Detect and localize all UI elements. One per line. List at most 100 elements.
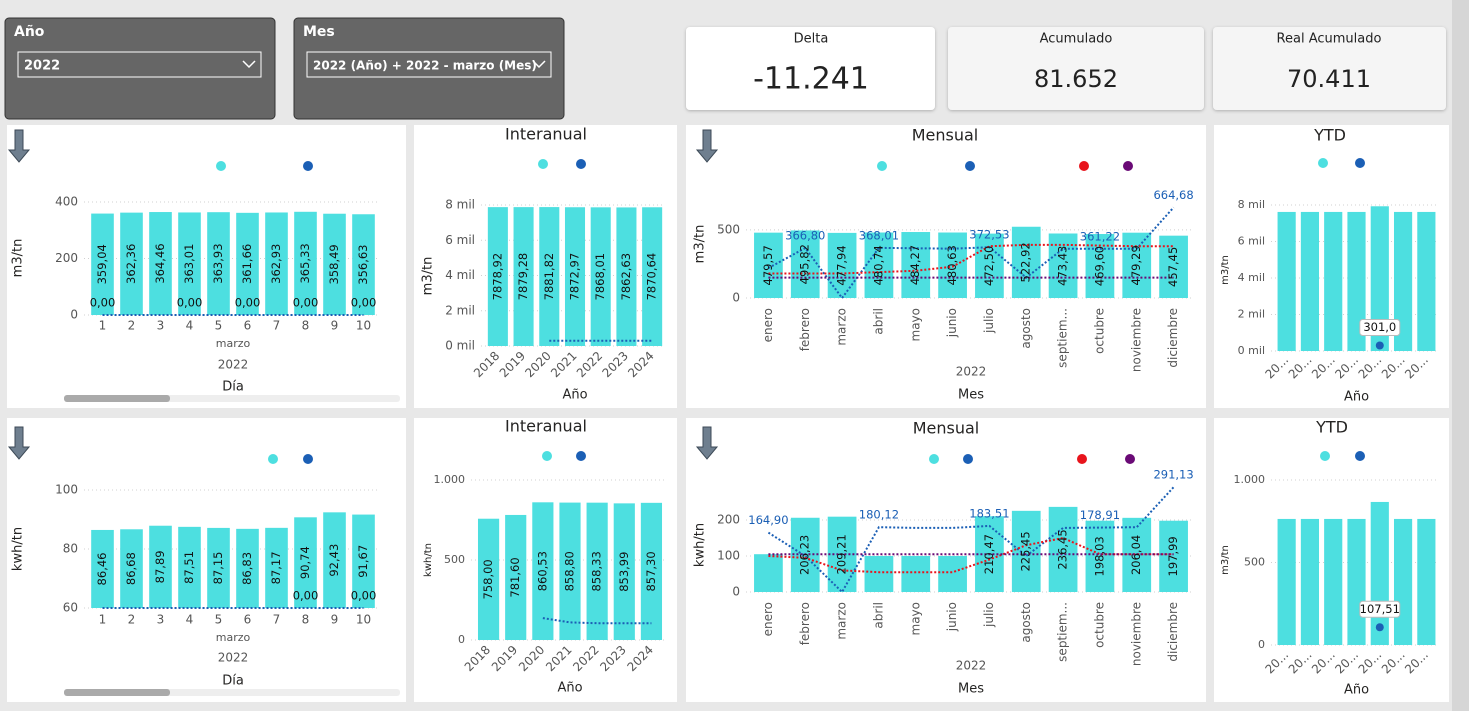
filter-year[interactable]: Año 2022	[4, 17, 276, 120]
bar	[1347, 211, 1366, 351]
data-label: 372,53	[969, 228, 1009, 242]
chart-title: Mensual	[913, 419, 980, 438]
point	[1375, 341, 1384, 350]
scrollbar-thumb[interactable]	[64, 689, 170, 696]
data-label: 857,30	[644, 551, 658, 591]
data-label: 86,83	[240, 552, 254, 585]
legend-marker	[877, 161, 887, 171]
bar	[294, 211, 317, 315]
bar	[477, 518, 500, 640]
x-tick-label: febrero	[798, 602, 812, 645]
y-tick-label: 2 mil	[445, 303, 475, 317]
data-label: 87,51	[182, 551, 196, 584]
data-label: 206,04	[1129, 535, 1143, 575]
bar	[236, 528, 259, 608]
y-tick-label: 200	[55, 251, 78, 265]
x-tick-label: agosto	[1019, 308, 1033, 349]
x-tick-label: 8	[302, 613, 310, 627]
data-label-box	[1359, 600, 1401, 618]
panel	[7, 125, 406, 408]
bar	[207, 212, 230, 315]
dropdown[interactable]	[17, 51, 262, 78]
x-tick-label: 10	[356, 319, 371, 333]
x-tick-label: 4	[186, 613, 194, 627]
card-value: 70.411	[1287, 65, 1371, 93]
filter-label: Año	[14, 24, 45, 40]
legend-marker	[576, 451, 586, 461]
x-tick-label: julio	[982, 308, 996, 334]
data-label: 365,33	[298, 243, 312, 283]
data-label: 0,00	[90, 296, 116, 310]
y-tick-label: 1.000	[434, 473, 466, 486]
data-label: 473,43	[1056, 246, 1070, 286]
bar	[613, 503, 635, 640]
data-label: 362,36	[124, 244, 138, 284]
data-label: 363,01	[182, 244, 196, 284]
legend-marker	[965, 161, 975, 171]
data-label: 664,68	[1153, 188, 1193, 202]
data-label: 362,93	[269, 244, 283, 284]
data-label: 7879,28	[516, 253, 530, 301]
legend-marker	[268, 454, 278, 464]
legend-marker	[303, 161, 313, 171]
x-tick-label: noviembre	[1129, 308, 1143, 372]
data-label: 291,13	[1153, 468, 1193, 482]
bar	[590, 207, 611, 346]
drill-arrow[interactable]	[695, 129, 719, 163]
bar	[754, 554, 783, 592]
x-tick-label: septiem...	[1056, 602, 1070, 662]
y-tick-label: 80	[63, 542, 78, 556]
filter-label: Mes	[303, 24, 335, 40]
drill-arrow[interactable]	[7, 129, 31, 163]
dropdown-value: 2022 (Año) + 2022 - marzo (Mes)	[313, 59, 537, 73]
data-label: 91,67	[356, 545, 370, 578]
data-label: 86,46	[95, 553, 109, 586]
line	[768, 243, 1174, 275]
y-tick-label: 0	[70, 308, 78, 322]
chart-title: Interanual	[505, 417, 587, 436]
bar	[564, 207, 586, 346]
x-tick-label: marzo	[835, 308, 849, 346]
y-tick-label: 500	[1244, 556, 1265, 569]
x-tick-label: 2	[128, 613, 136, 627]
bar	[120, 529, 143, 608]
data-label: 0,00	[351, 296, 377, 310]
bar	[754, 232, 783, 298]
data-label: 87,89	[153, 550, 167, 583]
bar	[901, 556, 931, 592]
chevron	[242, 60, 256, 69]
x-tick-label: 8	[302, 319, 310, 333]
filter-month[interactable]: Mes 2022 (Año) + 2022 - marzo (Mes)	[293, 17, 565, 120]
bar	[616, 207, 637, 346]
bar	[640, 502, 663, 640]
data-label: 469,60	[1092, 246, 1106, 286]
legend-marker	[538, 159, 548, 169]
y-tick-label: 100	[55, 483, 78, 497]
scrollbar-thumb[interactable]	[64, 395, 170, 402]
y-tick-label: 200	[717, 513, 740, 527]
data-label: 522,92	[1019, 242, 1033, 282]
legend-marker	[303, 454, 313, 464]
bar	[178, 526, 201, 608]
y-axis-title: kwh/tn	[11, 527, 26, 571]
x-axis-title: Día	[222, 380, 244, 395]
x-tick-label: septiem...	[1056, 308, 1070, 368]
card	[948, 27, 1204, 110]
data-label: 477,94	[835, 245, 849, 285]
x-tick-label: octubre	[1092, 308, 1106, 354]
dropdown[interactable]	[306, 51, 552, 78]
data-label: 107,51	[1360, 602, 1400, 616]
drill-arrow[interactable]	[7, 426, 31, 460]
bar	[1347, 518, 1366, 645]
drill-arrow[interactable]	[695, 426, 719, 460]
bar	[323, 512, 346, 608]
data-label: 90,74	[298, 546, 312, 579]
bar	[1011, 226, 1041, 298]
data-label: 198,03	[1092, 536, 1106, 576]
card-value: -11.241	[753, 62, 869, 97]
legend-marker	[542, 451, 552, 461]
bar	[1324, 211, 1343, 351]
x-group-label: 2022	[218, 358, 249, 372]
bar	[1370, 206, 1389, 351]
y-axis-title: m3/tn	[421, 257, 436, 296]
